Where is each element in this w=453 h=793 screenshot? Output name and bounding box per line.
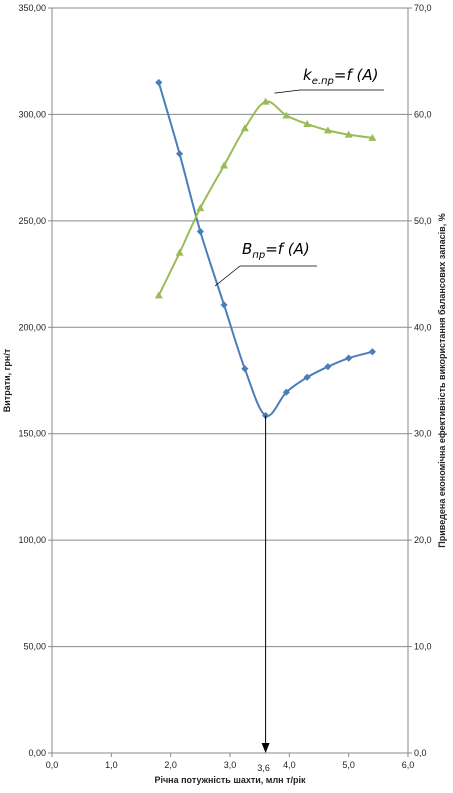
x-tick-label: 1,0 xyxy=(105,760,118,770)
data-point-diamond xyxy=(220,301,228,309)
x-tick-label: 2,0 xyxy=(164,760,177,770)
x-tick-label: 0,0 xyxy=(46,760,59,770)
x-axis-title: Річна потужність шахти, млн т/рік xyxy=(154,775,306,785)
y2-tick-label: 40,0 xyxy=(414,322,432,332)
series xyxy=(154,78,377,420)
y2-tick-label: 20,0 xyxy=(414,535,432,545)
data-point-diamond xyxy=(368,348,376,356)
optimum-arrow-head xyxy=(261,743,270,753)
data-point-diamond xyxy=(196,227,204,236)
y2-tick-label: 70,0 xyxy=(414,3,432,13)
data-point-triangle xyxy=(344,130,353,138)
x-tick-label: 3,0 xyxy=(224,760,237,770)
blue-curve-label: Bпр=f (A) xyxy=(242,240,310,261)
y2-tick-label: 50,0 xyxy=(414,216,432,226)
x-tick-label: 6,0 xyxy=(402,760,415,770)
y2-tick-label: 30,0 xyxy=(414,429,432,439)
labels: Річна потужність шахти, млн т/рік Витрати… xyxy=(2,213,447,785)
y2-tick-label: 0,0 xyxy=(414,748,427,758)
data-point-diamond xyxy=(282,388,290,396)
y-axis-title: Витрати, грн/т xyxy=(2,348,12,412)
y2-tick-label: 60,0 xyxy=(414,109,432,119)
data-point-triangle xyxy=(220,161,229,169)
data-point-triangle xyxy=(368,133,377,141)
green-label-leader xyxy=(274,89,301,94)
data-point-diamond xyxy=(155,78,163,87)
data-point-triangle xyxy=(282,111,291,119)
y2-axis-title: Приведена економічна ефективність викори… xyxy=(437,213,447,547)
y-tick-label: 0,00 xyxy=(28,748,46,758)
data-point-diamond xyxy=(175,150,184,158)
data-point-triangle xyxy=(303,120,312,128)
data-point-diamond xyxy=(303,373,311,381)
y2-tick-label: 10,0 xyxy=(414,642,432,652)
annotations: 3,6 kе.пр=f (A) Bпр=f (A) xyxy=(214,66,384,773)
blue-label-leader xyxy=(214,265,241,287)
data-point-triangle xyxy=(154,291,163,299)
x-tick-label: 4,0 xyxy=(283,760,296,770)
optimum-value-label: 3,6 xyxy=(257,763,270,773)
data-point-diamond xyxy=(345,354,353,362)
y-tick-label: 200,00 xyxy=(18,322,46,332)
green-curve-label: kе.пр=f (A) xyxy=(303,66,379,87)
y-tick-label: 300,00 xyxy=(18,109,46,119)
data-point-triangle xyxy=(175,248,184,256)
y-tick-label: 250,00 xyxy=(18,216,46,226)
data-point-diamond xyxy=(241,365,249,373)
data-point-triangle xyxy=(323,126,332,134)
axes: 0,00 50,00 100,00 150,00 200,00 250,00 300,00 3… xyxy=(18,3,431,770)
data-point-diamond xyxy=(324,363,332,371)
y-tick-label: 100,00 xyxy=(18,535,46,545)
y-tick-label: 350,00 xyxy=(18,3,46,13)
x-tick-label: 5,0 xyxy=(342,760,355,770)
gridlines xyxy=(52,7,408,648)
series-line-1 xyxy=(157,82,373,417)
data-point-triangle xyxy=(196,204,205,212)
data-point-triangle xyxy=(240,124,249,132)
data-point-triangle xyxy=(261,97,270,105)
y-tick-label: 150,00 xyxy=(18,429,46,439)
y-tick-label: 50,00 xyxy=(23,642,46,652)
